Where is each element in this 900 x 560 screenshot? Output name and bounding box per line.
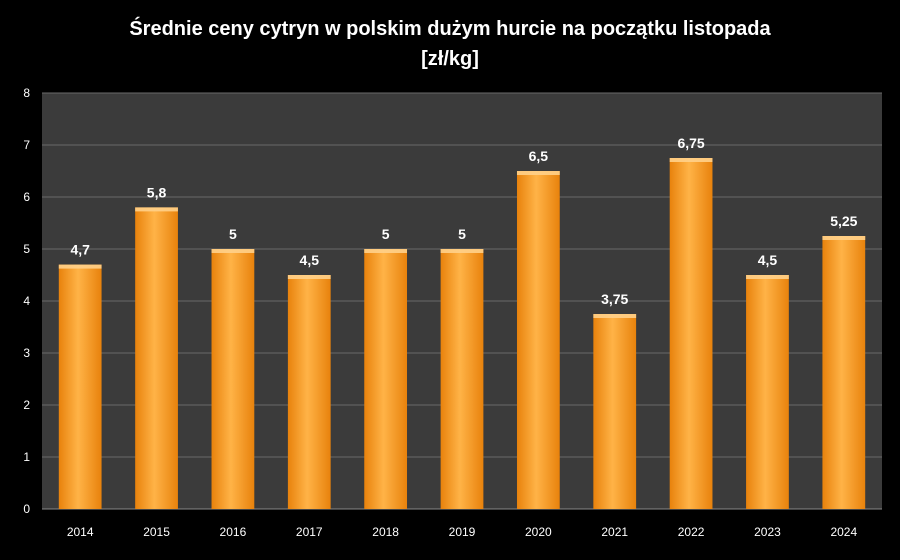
- data-label: 3,75: [601, 291, 628, 307]
- data-label: 6,75: [677, 135, 704, 151]
- bar-cap: [440, 249, 484, 253]
- data-label: 6,5: [529, 148, 549, 164]
- data-label: 4,7: [70, 242, 90, 258]
- bar-cap: [364, 249, 408, 253]
- bar: [287, 275, 331, 509]
- chart-subtitle: [zł/kg]: [421, 48, 479, 70]
- y-axis-ticks: 0 1 2 3 4 5 6 7 8: [23, 86, 30, 516]
- data-label: 4,5: [300, 252, 320, 268]
- y-tick-label: 8: [23, 86, 30, 100]
- x-tick-label: 2024: [830, 525, 857, 539]
- bar-body: [516, 171, 560, 509]
- data-label: 5,25: [830, 213, 857, 229]
- bar: [440, 249, 484, 509]
- x-tick-label: 2017: [296, 525, 323, 539]
- bar: [58, 264, 102, 509]
- bar-body: [364, 249, 408, 509]
- y-tick-label: 4: [23, 294, 30, 308]
- bar-cap: [746, 275, 789, 279]
- chart-title: Średnie ceny cytryn w polskim dużym hurc…: [0, 14, 900, 74]
- data-label: 5: [229, 226, 237, 242]
- bar: [211, 249, 255, 509]
- x-tick-label: 2019: [449, 525, 476, 539]
- data-label: 4,5: [758, 252, 778, 268]
- bar: [822, 236, 866, 509]
- bar-body: [669, 158, 713, 509]
- bar: [364, 249, 408, 509]
- y-tick-label: 0: [23, 502, 30, 516]
- bar-body: [746, 275, 789, 509]
- bar: [746, 275, 789, 509]
- x-tick-label: 2015: [143, 525, 170, 539]
- x-tick-label: 2020: [525, 525, 552, 539]
- x-tick-label: 2023: [754, 525, 781, 539]
- bar-cap: [287, 275, 331, 279]
- bar-body: [58, 264, 102, 509]
- y-tick-label: 5: [23, 242, 30, 256]
- y-tick-label: 7: [23, 138, 30, 152]
- bar: [593, 314, 637, 509]
- bar-cap: [669, 158, 713, 162]
- bar-cap: [593, 314, 637, 318]
- y-tick-label: 6: [23, 190, 30, 204]
- chart-title-main: Średnie ceny cytryn w polskim dużym hurc…: [129, 18, 771, 40]
- x-axis-ticks: 2014 2015 2016 2017 2018 2019 2020 2021 2022 2023…: [67, 525, 858, 539]
- bar-cap: [516, 171, 560, 175]
- data-label: 5: [458, 226, 466, 242]
- x-tick-label: 2018: [372, 525, 399, 539]
- bars: [58, 158, 866, 509]
- data-label: 5,8: [147, 184, 167, 200]
- bar-cap: [58, 264, 102, 269]
- bar-cap: [211, 249, 255, 253]
- data-labels: 4,7 5,8 5 4,5 5 5 6,5 3,75 6,75 4,5 5,25: [70, 135, 857, 307]
- y-tick-label: 2: [23, 398, 30, 412]
- bar-cap: [135, 207, 178, 212]
- bar: [516, 171, 560, 509]
- y-tick-label: 1: [23, 450, 30, 464]
- x-tick-label: 2021: [601, 525, 628, 539]
- bar-body: [593, 314, 637, 509]
- bar: [135, 207, 178, 509]
- bar-cap: [822, 236, 866, 240]
- bar: [669, 158, 713, 509]
- data-label: 5: [382, 226, 390, 242]
- bar-body: [440, 249, 484, 509]
- x-tick-label: 2014: [67, 525, 94, 539]
- bar-body: [211, 249, 255, 509]
- x-tick-label: 2022: [678, 525, 705, 539]
- bar-body: [135, 207, 178, 509]
- x-tick-label: 2016: [220, 525, 247, 539]
- bar-body: [287, 275, 331, 509]
- y-tick-label: 3: [23, 346, 30, 360]
- bar-body: [822, 236, 866, 509]
